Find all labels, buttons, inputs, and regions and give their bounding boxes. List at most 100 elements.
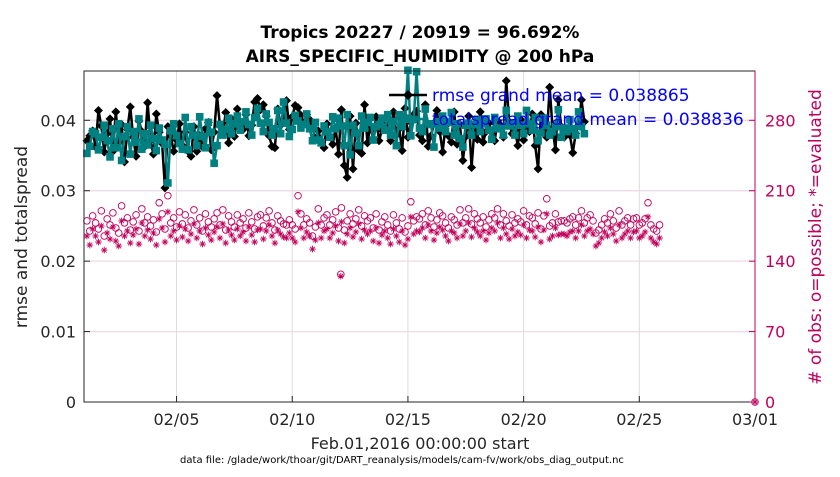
totalspread-point [198,132,207,141]
asterisk-stroke [306,233,313,239]
totalspread-point [294,117,302,125]
obs-evaluated-point [245,223,253,231]
asterisk-stroke [555,232,561,238]
totalspread-point [580,129,589,138]
rmse-point [342,172,352,182]
totalspread-point [479,120,487,128]
obs-evaluated-point [395,238,403,246]
obs-possible-point [256,211,265,219]
obs-evaluated-point [598,234,606,242]
asterisk-stroke [506,236,512,242]
obs-evaluated-point [219,220,227,228]
obs-evaluated-point [445,237,452,245]
obs-evaluated-point [387,240,394,248]
x-tick-label: 02/25 [616,410,662,429]
obs-evaluated-point [291,238,299,246]
x-axis-label: Feb.01,2016 00:00:00 start [311,434,530,453]
asterisk-stroke [509,226,515,232]
obs-evaluated-point [106,235,114,243]
asterisk-stroke [561,231,567,237]
obs-evaluated-point [92,232,99,240]
obs-possible-point [352,215,360,223]
rmse-point [553,95,563,105]
obs-evaluated-point [132,225,140,233]
asterisk-stroke [437,224,443,230]
obs-evaluated-point [653,240,660,248]
obs-evaluated-point [248,231,256,239]
asterisk-stroke [312,237,319,243]
totalspread-point [273,106,282,115]
asterisk-stroke [237,233,243,239]
asterisk-stroke [188,231,194,237]
asterisk-stroke [518,232,524,238]
totalspread-point [207,128,216,137]
asterisk-stroke [483,237,489,243]
totalspread-point [366,113,375,122]
obs-evaluated-point [153,241,160,249]
obs-evaluated-point [508,225,516,233]
rmse-point [224,138,234,148]
obs-evaluated-point [618,234,626,242]
rmse-point [328,139,338,149]
totalspread-point [230,120,239,128]
asterisk-stroke [295,209,301,215]
obs-possible-point [490,214,499,222]
totalspread-point [542,121,551,130]
obs-evaluated-point [511,232,519,240]
totalspread-point [210,159,218,168]
obs-possible-point [323,211,331,219]
y-axis-label-left: rmse and totalspread [12,146,32,328]
totalspread-point [514,112,522,120]
asterisk-stroke [298,225,304,231]
obs-evaluated-point [309,245,316,253]
asterisk-stroke [370,238,376,244]
asterisk-stroke [162,239,168,245]
asterisk-stroke [260,236,266,242]
totalspread-point [490,113,499,122]
asterisk-stroke [202,225,209,231]
obs-possible-point [609,217,618,225]
totalspread-point [204,118,213,127]
obs-evaluated-point [121,232,128,240]
totalspread-point [421,105,430,113]
obs-evaluated-point [540,226,548,234]
obs-evaluated-point [401,241,409,249]
obs-possible-point [626,221,635,229]
asterisk-stroke [246,224,252,230]
asterisk-stroke [382,228,388,234]
totalspread-point [343,110,351,119]
asterisk-stroke [393,233,399,239]
totalspread-point [404,66,412,75]
asterisk-stroke [489,225,495,231]
obs-evaluated-point [372,224,380,232]
totalspread-point [554,105,563,114]
rmse-point [270,143,280,153]
obs-possible-point [615,207,623,215]
totalspread-point [239,117,247,126]
totalspread-point [135,115,143,123]
y-tick-label-left: 0.04 [40,111,76,130]
obs-evaluated-point [260,235,267,243]
totalspread-point [566,115,574,124]
asterisk-stroke [599,235,605,241]
obs-evaluated-point [482,236,490,244]
totalspread-point [245,120,253,129]
rmse-point [478,137,488,147]
obs-evaluated-point [375,239,383,247]
obs-evaluated-point [456,220,464,228]
asterisk-stroke [350,234,356,240]
obs-evaluated-point [502,230,510,238]
totalspread-point [369,136,378,144]
obs-evaluated-point [274,226,282,234]
obs-evaluated-point [222,239,230,247]
asterisk-stroke [535,224,541,230]
obs-possible-point [262,214,270,222]
asterisk-stroke [500,225,507,231]
x-tick-label: 02/20 [501,410,547,429]
totalspread-point [577,122,586,131]
totalspread-point [383,110,392,119]
obs-evaluated-point [367,227,374,235]
asterisk-stroke [124,228,131,234]
legend-rmse-label: rmse grand mean = 0.038865 [432,86,690,106]
